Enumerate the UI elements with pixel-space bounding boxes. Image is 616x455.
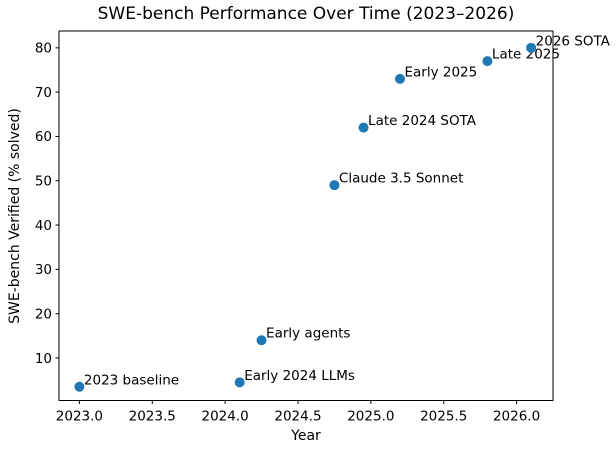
x-tick-label: 2025.0 <box>347 409 394 425</box>
y-tick-label: 80 <box>35 41 52 57</box>
y-tick-label: 20 <box>35 306 52 322</box>
plot-border <box>58 30 554 401</box>
data-point <box>234 377 245 388</box>
data-point <box>256 335 267 346</box>
x-tick-label: 2024.5 <box>274 409 321 425</box>
x-tick-label: 2023.5 <box>129 409 176 425</box>
point-annotation: Claude 3.5 Sonnet <box>339 171 463 187</box>
point-annotation: 2023 baseline <box>84 372 179 388</box>
x-tick-label: 2026.0 <box>493 409 540 425</box>
point-annotation: 2026 SOTA <box>536 33 611 49</box>
point-annotation: Early 2024 LLMs <box>244 368 355 384</box>
y-tick-label: 10 <box>35 351 52 367</box>
point-annotation: Late 2025 <box>492 47 560 63</box>
data-point <box>394 73 405 84</box>
x-tick-label: 2023.0 <box>56 409 103 425</box>
data-point <box>74 381 85 392</box>
data-point <box>358 122 369 133</box>
x-tick-label: 2024.0 <box>201 409 248 425</box>
y-tick-label: 30 <box>35 262 52 278</box>
x-axis-label: Year <box>291 428 321 444</box>
x-tick-label: 2025.5 <box>420 409 467 425</box>
y-tick-label: 70 <box>35 85 52 101</box>
point-annotation: Early 2025 <box>404 64 477 80</box>
point-annotation: Late 2024 SOTA <box>368 113 477 129</box>
data-point <box>329 180 340 191</box>
y-tick-label: 50 <box>35 174 52 190</box>
point-annotation: Early agents <box>266 326 350 342</box>
data-point <box>482 56 493 67</box>
chart-title: SWE-bench Performance Over Time (2023–20… <box>97 4 515 24</box>
data-point <box>526 42 537 53</box>
y-tick-label: 40 <box>35 218 52 234</box>
y-tick-label: 60 <box>35 129 52 145</box>
